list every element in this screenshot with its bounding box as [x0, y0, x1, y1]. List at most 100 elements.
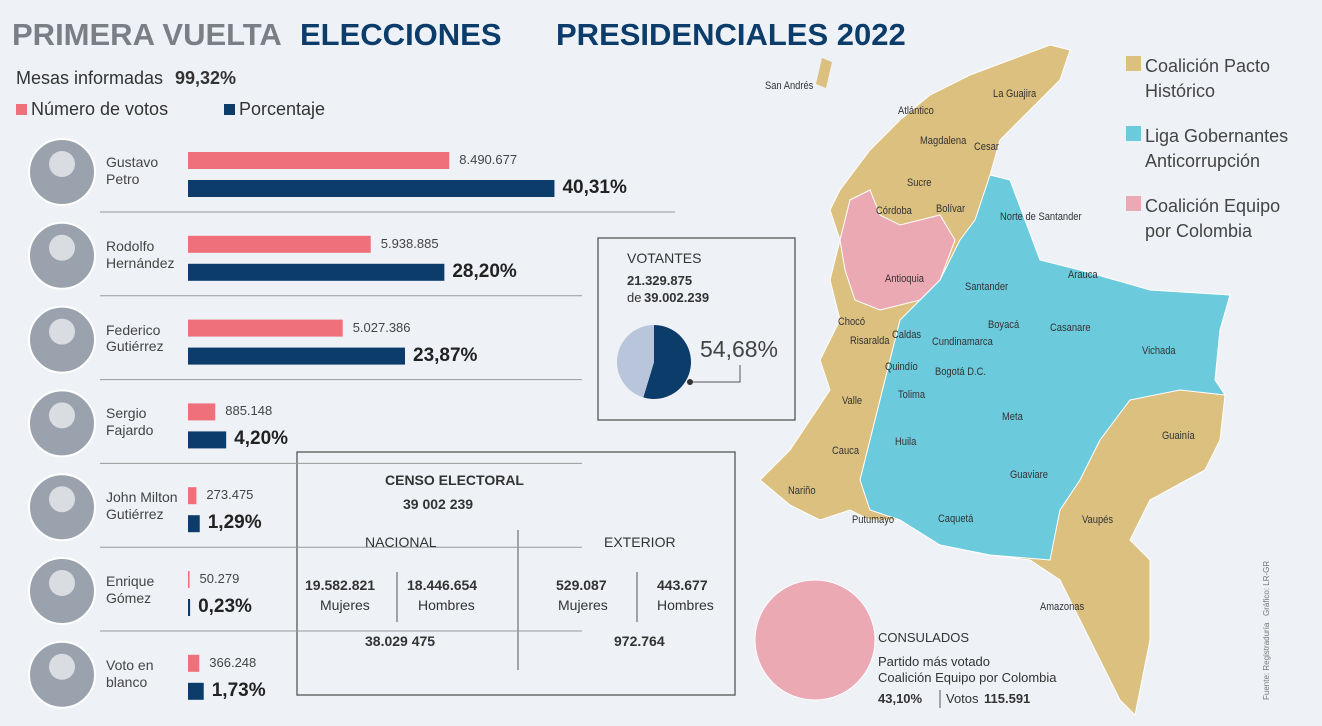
censo-label: Hombres [657, 597, 714, 613]
bar [188, 152, 450, 169]
bar [188, 263, 445, 281]
candidate-head [49, 234, 75, 261]
censo-title: CENSO ELECTORAL [385, 472, 524, 488]
bar [188, 487, 197, 505]
department-label: Nariño [788, 485, 816, 497]
censo-value: 529.087 [556, 577, 607, 593]
vote-label: 50.279 [199, 571, 240, 586]
bar [188, 347, 405, 365]
bar [188, 682, 204, 700]
department-label: Caquetá [938, 513, 974, 525]
bar [188, 319, 343, 337]
department-label: Bogotá D.C. [935, 366, 986, 378]
candidate-head [49, 653, 75, 680]
pie-slice [643, 325, 691, 399]
department-label: Vichada [1142, 345, 1176, 357]
legend-label: Coalición Pacto Histórico [1145, 56, 1271, 102]
department-label: Amazonas [1040, 601, 1085, 613]
pie-label: 54,68% [700, 336, 779, 362]
title: PRIMERA VUELTA [12, 17, 282, 52]
censo-value: 443.677 [657, 577, 708, 593]
title: PRESIDENCIALES 2022 [556, 17, 906, 52]
censo-label: Mujeres [320, 597, 370, 613]
department-label: Cundinamarca [932, 336, 993, 348]
bar [188, 235, 371, 253]
legend-label: Coalición Equipo por Colombia [1145, 196, 1281, 242]
pie-of: de [627, 290, 642, 305]
title: ELECCIONES [300, 17, 502, 52]
candidate-name: Rodolfo Hernández [106, 237, 175, 271]
candidate-name: Gustavo Petro [106, 154, 159, 187]
censo-label: NACIONAL [365, 534, 437, 550]
department-label: Bolívar [936, 203, 966, 215]
department-label: Guaviare [1010, 469, 1048, 481]
candidate-name: Enrique Gómez [106, 573, 155, 606]
department-label: Valle [842, 395, 863, 407]
vote-label: 8.490.677 [459, 152, 518, 167]
percent-label: 1,29% [207, 512, 262, 534]
department-label: Norte de Santander [1000, 211, 1082, 223]
department-label: Santander [965, 281, 1009, 293]
percent-label: 1,73% [211, 679, 266, 701]
legend-swatch [1126, 56, 1141, 71]
percent-label: 40,31% [562, 177, 627, 198]
department-label: Tolima [898, 389, 926, 401]
candidate-head [49, 151, 75, 177]
consulados-title: CONSULADOS [878, 630, 970, 645]
mesas-value: 99,32% [175, 68, 237, 88]
department-label: Guainía [1162, 430, 1195, 442]
map-pink [839, 189, 956, 311]
candidate-head [49, 318, 75, 345]
globe [754, 579, 876, 701]
department-label: Cesar [974, 141, 999, 153]
mesas-label: Mesas informadas [16, 68, 164, 88]
candidate-name: Sergio Fajardo [106, 405, 154, 439]
pie-dot [687, 379, 693, 385]
pie-total: 39.002.239 [644, 290, 710, 305]
pie-slice [616, 325, 654, 398]
bar [188, 403, 216, 421]
department-label: Quindío [885, 361, 918, 373]
legend-label: Liga Gobernantes Anticorrupción [1145, 126, 1289, 172]
bar [188, 431, 227, 449]
department-label: Antioquia [885, 273, 924, 285]
department-label: Casanare [1050, 322, 1091, 334]
department-label: Chocó [838, 316, 866, 328]
consulados-votes-label: Votos [946, 691, 979, 706]
source: Fuente: Registraduría Gráfico: LR-GR [1262, 560, 1271, 700]
department-label: Córdoba [876, 205, 912, 217]
vote-label: 885.148 [225, 403, 273, 419]
candidate-head [49, 570, 75, 596]
department-label: Risaralda [850, 335, 890, 347]
department-label: La Guajira [993, 88, 1037, 100]
department-label: Caldas [892, 329, 922, 341]
censo-label: EXTERIOR [604, 534, 676, 550]
consulados-votes: 115.591 [984, 691, 1031, 706]
censo-value: 18.446.654 [407, 577, 478, 593]
legend-swatch [16, 104, 27, 115]
percent-label: 28,20% [452, 260, 517, 282]
department-label: Huila [895, 436, 917, 448]
legend-label: Porcentaje [239, 99, 326, 119]
legend-swatch [224, 104, 235, 115]
censo-label: Mujeres [558, 597, 608, 613]
pie-title: VOTANTES [627, 250, 702, 266]
department-label: Putumayo [852, 514, 895, 526]
department-label: Magdalena [920, 135, 967, 147]
consulados-text: Coalición Equipo por Colombia [878, 670, 1057, 685]
candidate-head [49, 402, 75, 429]
vote-label: 273.475 [206, 487, 254, 503]
legend-swatch [1126, 126, 1141, 141]
candidate-name: Voto en blanco [106, 656, 154, 690]
vote-label: 366.248 [209, 654, 257, 670]
candidate-head [49, 486, 75, 513]
percent-label: 4,20% [234, 428, 289, 450]
percent-label: 0,23% [198, 596, 252, 617]
percent-label: 23,87% [413, 344, 478, 366]
vote-label: 5.027.386 [352, 319, 411, 335]
department-label: Meta [1002, 411, 1023, 423]
department-label: San Andrés [765, 80, 814, 92]
legend-swatch [1126, 196, 1141, 211]
